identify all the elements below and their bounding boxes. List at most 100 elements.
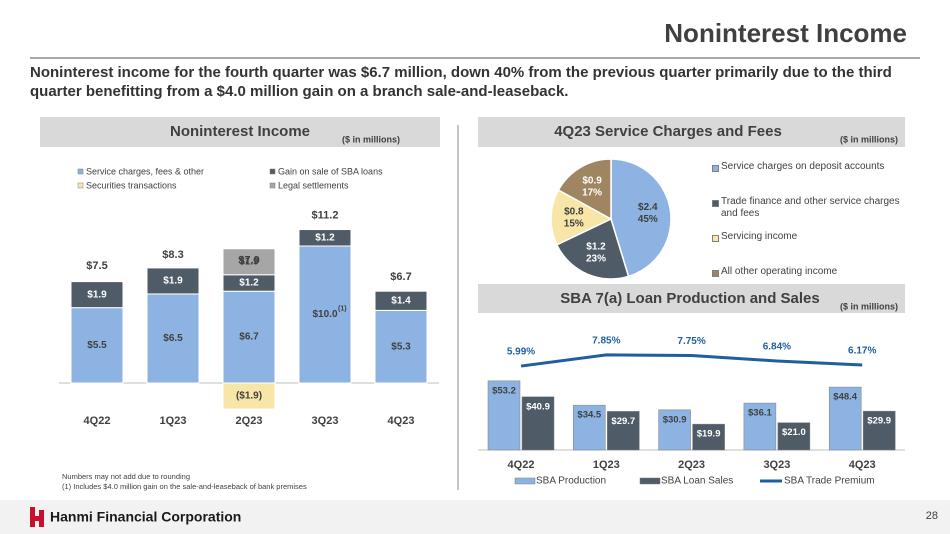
- line: [520, 353, 863, 368]
- bar: [607, 411, 640, 451]
- bar: [658, 409, 691, 451]
- footnote: Numbers may not add due to rounding: [62, 472, 190, 481]
- footer-band: [0, 500, 950, 534]
- unit-note: ($ in millions): [840, 301, 898, 311]
- data-label: $2.4: [638, 202, 658, 213]
- bar-segment: [222, 248, 276, 276]
- x-tick-label: 4Q23: [388, 415, 415, 427]
- data-label: 6.17%: [848, 346, 876, 357]
- total-label: $7.5: [86, 260, 107, 272]
- summary: Noninterest income for the fourth quarte…: [30, 64, 892, 100]
- page-number: 28: [926, 510, 938, 522]
- data-label: $1.9: [87, 289, 107, 300]
- legend-swatch: [639, 477, 661, 485]
- legend-swatch: [77, 182, 84, 189]
- x-tick-label: 1Q23: [593, 459, 620, 471]
- bar-segment: [374, 309, 428, 384]
- pie-slice: [610, 158, 672, 278]
- total-label: $11.2: [312, 209, 339, 221]
- data-label: $5.3: [391, 341, 411, 352]
- legend-label: All other operating income: [721, 266, 838, 277]
- data-label: $48.4: [833, 392, 857, 403]
- data-label: $21.0: [782, 427, 806, 438]
- legend-label: SBA Loan Sales: [661, 476, 733, 487]
- total-label: $8.3: [162, 249, 183, 261]
- data-label: $40.9: [526, 401, 550, 412]
- legend-swatch: [77, 168, 84, 175]
- footnote-ref: (1): [338, 305, 347, 312]
- bar: [862, 410, 896, 451]
- legend-swatch: [712, 270, 719, 277]
- data-label: $36.1: [748, 408, 772, 419]
- x-tick-label: 2Q23: [678, 459, 705, 471]
- legend-label: Service charges on deposit accounts: [721, 161, 885, 172]
- legend-label: Gain on sale of SBA loans: [278, 166, 383, 176]
- bar-segment: [146, 267, 200, 295]
- data-label: $1.9: [239, 256, 259, 267]
- total-label: $6.7: [390, 271, 411, 283]
- x-tick-label: 4Q23: [849, 459, 876, 471]
- legend-swatch: [514, 477, 536, 485]
- data-label: $19.9: [697, 429, 721, 440]
- panel-header: [478, 284, 905, 313]
- total-label: $7.9: [238, 255, 259, 267]
- x-tick-label: 4Q22: [508, 459, 535, 471]
- legend-swatch: [269, 168, 276, 175]
- data-label: $6.7: [239, 332, 259, 343]
- bar: [487, 380, 521, 451]
- data-label: $29.7: [611, 416, 635, 427]
- chart-title: SBA 7(a) Loan Production and Sales: [560, 290, 819, 307]
- bar-segment: [374, 290, 428, 311]
- unit-note: ($ in millions): [342, 134, 400, 144]
- data-label: $1.4: [391, 295, 411, 306]
- data-label: $5.5: [87, 340, 107, 351]
- data-label: $1.2: [315, 232, 335, 243]
- percent-label: 15%: [564, 219, 584, 230]
- legend-label: SBA Production: [536, 476, 606, 487]
- data-label: 5.99%: [507, 347, 535, 358]
- data-label: $30.9: [663, 414, 687, 425]
- data-label: 7.75%: [677, 336, 705, 347]
- chart-title: Noninterest Income: [170, 123, 310, 140]
- data-label: $6.5: [163, 333, 183, 344]
- bar: [573, 404, 606, 451]
- data-label: ($1.9): [236, 391, 262, 402]
- legend-swatch: [712, 200, 719, 207]
- bar-segment: [146, 293, 200, 384]
- bar: [743, 402, 777, 451]
- legend-swatch: [712, 165, 719, 172]
- data-label: $10.0: [312, 309, 337, 320]
- x-tick-label: 2Q23: [236, 415, 263, 427]
- data-label: $0.9: [582, 176, 602, 187]
- percent-label: 45%: [638, 214, 658, 225]
- data-label: $1.9: [163, 276, 183, 287]
- bar: [521, 396, 555, 451]
- bar-segment: [298, 229, 352, 247]
- bar: [777, 422, 811, 451]
- logo-mark: [30, 507, 44, 527]
- pie-slice: [550, 189, 613, 246]
- slide-title: Noninterest Income: [664, 18, 907, 48]
- x-tick-label: 1Q23: [160, 415, 187, 427]
- x-tick-label: 3Q23: [312, 415, 339, 427]
- data-label: $1.2: [586, 242, 606, 253]
- panel-header: [478, 117, 905, 147]
- legend-swatch: [712, 235, 719, 242]
- legend-label: Securities transactions: [86, 180, 177, 190]
- pie-slice: [557, 158, 612, 221]
- pie-slice: [555, 217, 630, 280]
- legend-label: Legal settlements: [278, 180, 349, 190]
- bar-segment: [222, 382, 276, 410]
- data-label: $29.9: [867, 416, 891, 427]
- legend-label: Servicing income: [721, 231, 798, 242]
- company-name: Hanmi Financial Corporation: [50, 509, 241, 525]
- bar-segment: [70, 281, 124, 309]
- percent-label: 17%: [582, 188, 602, 199]
- bar: [828, 386, 862, 451]
- bar-segment: [222, 290, 276, 384]
- unit-note: ($ in millions): [840, 134, 898, 144]
- footnote: (1) Includes $4.0 million gain on the sa…: [62, 482, 307, 491]
- x-tick-label: 3Q23: [763, 459, 790, 471]
- x-tick-label: 4Q22: [84, 415, 111, 427]
